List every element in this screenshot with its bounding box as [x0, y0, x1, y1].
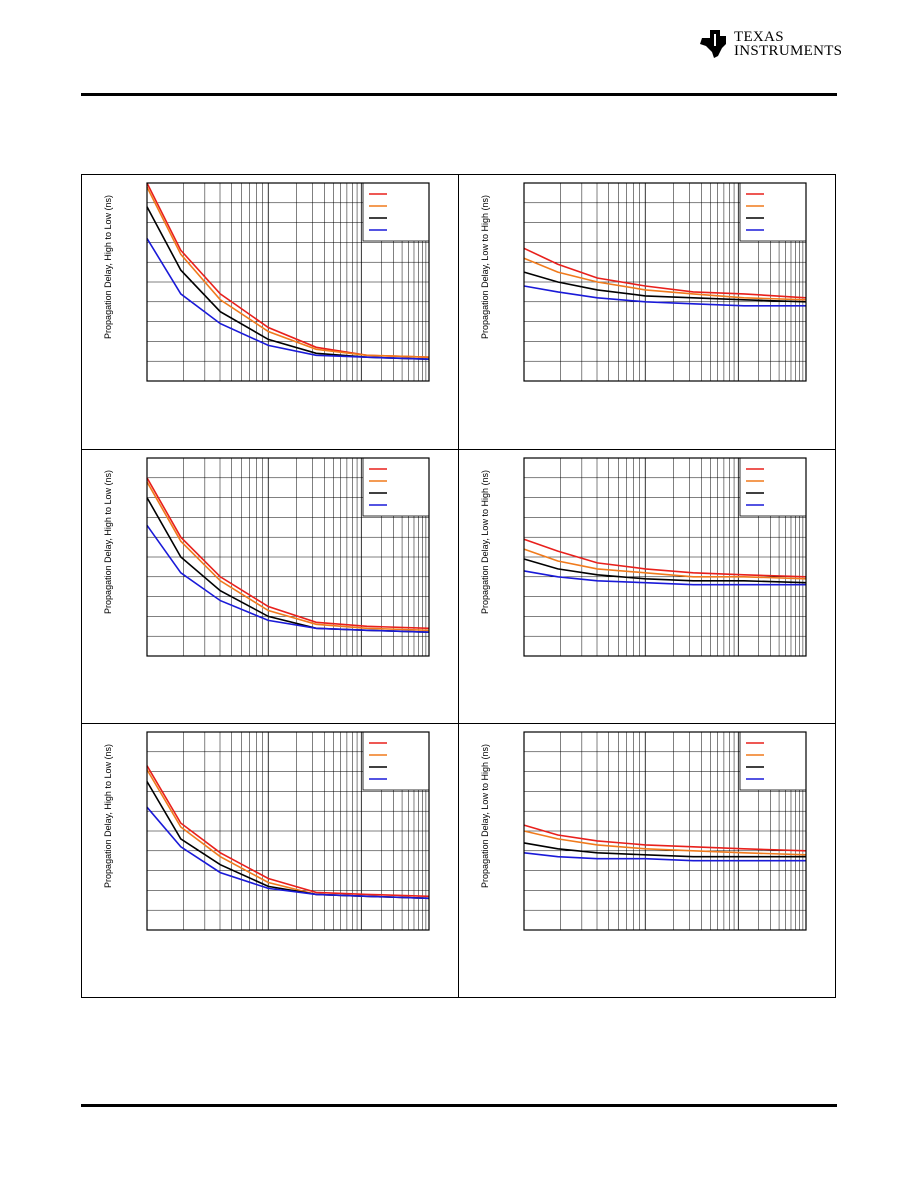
brand-wordmark: Texas Instruments [734, 29, 843, 59]
series-line-blue [523, 852, 806, 862]
series-line-red [146, 477, 430, 630]
y-axis-label: Propagation Delay, Low to High (ns) [480, 470, 490, 614]
plot-area [523, 731, 807, 931]
plot-border [523, 182, 807, 382]
brand-line-2: Instruments [734, 43, 843, 59]
series-line-black [523, 271, 807, 303]
legend-box [739, 182, 807, 242]
series-line-blue [146, 806, 430, 900]
legend-box [362, 457, 430, 517]
plot-area [146, 731, 430, 931]
series-line-blue [523, 570, 806, 586]
chart-hl-1: Propagation Delay, High to Low (ns) [103, 182, 430, 382]
chart-hl-2: Propagation Delay, High to Low (ns) [103, 457, 430, 657]
chart-hl-3: Propagation Delay, High to Low (ns) [103, 731, 430, 931]
plot-border [523, 731, 807, 931]
series-line-blue [146, 524, 430, 633]
figure-column-divider [458, 174, 459, 998]
legend-box [739, 457, 807, 517]
plot-area [523, 182, 807, 382]
ti-logo-icon [700, 30, 726, 58]
series-line-orange [523, 830, 807, 856]
plot-area [146, 457, 430, 657]
series-line-red [523, 538, 807, 578]
y-axis-label: Propagation Delay, High to Low (ns) [103, 744, 113, 888]
series-line-red [523, 247, 807, 299]
plot-border [146, 457, 430, 657]
y-axis-label: Propagation Delay, Low to High (ns) [480, 195, 490, 339]
y-axis-label: Propagation Delay, High to Low (ns) [103, 470, 113, 614]
series-line-blue [523, 285, 806, 307]
chart-lh-2: Propagation Delay, Low to High (ns) [480, 457, 807, 657]
footer-rule [81, 1104, 837, 1107]
legend-box [362, 731, 430, 791]
plot-border [523, 457, 807, 657]
plot-border [146, 731, 430, 931]
y-axis-label: Propagation Delay, Low to High (ns) [480, 744, 490, 888]
plot-border [146, 182, 430, 382]
chart-lh-3: Propagation Delay, Low to High (ns) [480, 731, 807, 931]
series-line-orange [146, 186, 430, 358]
series-line-orange [523, 257, 807, 301]
series-line-orange [146, 481, 430, 632]
legend-box [739, 731, 807, 791]
series-line-black [523, 558, 807, 584]
series-line-blue [146, 237, 430, 360]
series-line-black [523, 842, 806, 858]
brand-line-1: Texas [734, 29, 784, 45]
series-line-orange [523, 548, 807, 580]
chart-lh-1: Propagation Delay, Low to High (ns) [480, 182, 807, 382]
figure-row-divider-2 [81, 723, 836, 724]
plot-area [523, 457, 807, 657]
plot-area [146, 182, 430, 382]
series-line-red [146, 765, 430, 898]
header-rule [81, 93, 837, 96]
series-line-red [523, 824, 807, 852]
y-axis-label: Propagation Delay, High to Low (ns) [103, 195, 113, 339]
legend-box [362, 182, 430, 242]
figure-row-divider-1 [81, 449, 836, 450]
